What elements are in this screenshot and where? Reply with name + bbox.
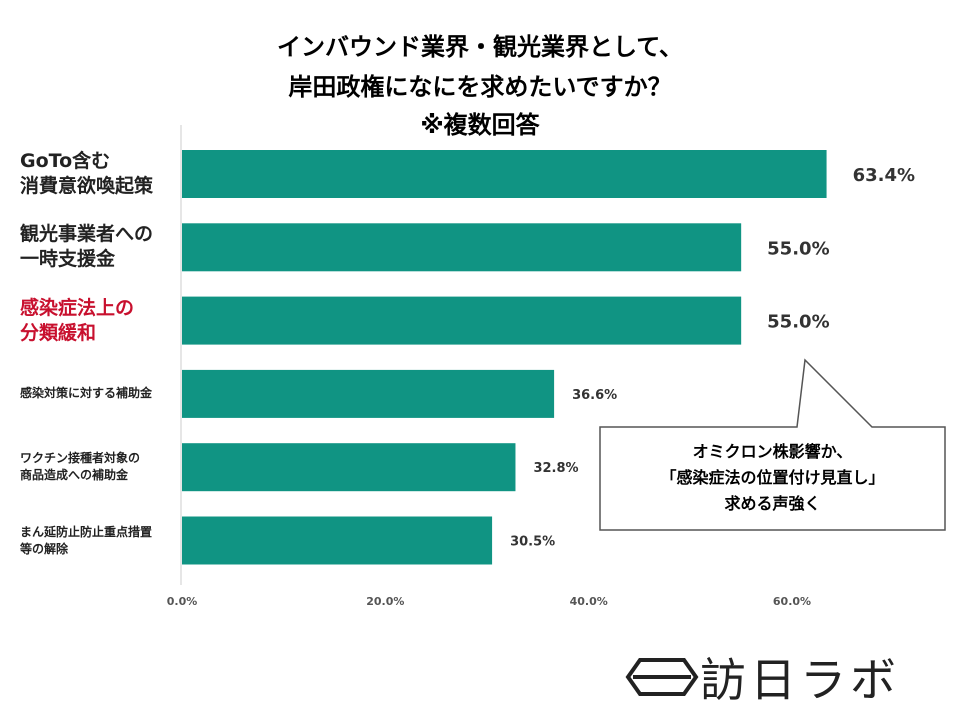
category-label-1: 観光事業者への 一時支援金 [20, 222, 180, 272]
category-label-line: GoTo含む [20, 150, 111, 172]
bar-4 [182, 443, 516, 492]
logo-text: 訪日ラボ [700, 653, 900, 707]
bar-3 [182, 369, 555, 418]
value-label-4: 32.8% [533, 461, 578, 476]
bar-0 [182, 150, 827, 198]
callout-line-1: オミクロン株影響か、 [692, 442, 853, 461]
value-label-2: 55.0% [767, 312, 829, 333]
category-label-line: 等の解除 [20, 541, 69, 556]
category-label-line: 分類緩和 [20, 321, 97, 344]
category-label-4: ワクチン接種者対象の 商品造成への補助金 [20, 450, 180, 484]
x-tick-label-2: 40.0% [570, 595, 608, 608]
callout-bubble [599, 358, 946, 531]
category-label-line: 観光事業者への [20, 223, 154, 246]
bar-2 [182, 296, 742, 345]
category-label-0: GoTo含む消費意欲喚起策 [20, 149, 180, 199]
category-label-line: ワクチン接種者対象の [20, 451, 141, 466]
value-label-3: 36.6% [572, 388, 617, 403]
value-label-1: 55.0% [767, 238, 829, 259]
x-tick-label-3: 60.0% [773, 595, 811, 608]
category-label-line: 感染症法上の [20, 296, 135, 319]
value-label-0: 63.4% [853, 165, 915, 186]
logo-icon [625, 658, 699, 696]
callout-line-2: 「感染症法の位置付け見直し」 [660, 468, 885, 487]
category-label-5: まん延防止防止重点措置 等の解除 [20, 524, 180, 558]
chart-title-line-2: 岸田政権になにを求めたいですか？ [288, 73, 672, 101]
chart-title-line-3: ※複数回答 [420, 111, 540, 139]
category-label-line: 一時支援金 [20, 248, 116, 271]
category-label-line: 商品造成への補助金 [20, 468, 129, 483]
callout-line-3: 求める声強く [724, 494, 821, 513]
value-label-5: 30.5% [510, 535, 555, 550]
category-label-2: 感染症法上の 分類緩和 [20, 296, 180, 346]
x-tick-label-0: 0.0% [167, 595, 198, 608]
category-label-line: まん延防止防止重点措置 [20, 524, 153, 539]
category-label-line: 感染対策に対する補助金 [20, 386, 153, 401]
bar-1 [182, 223, 742, 272]
category-label-3: 感染対策に対する補助金 [20, 385, 180, 402]
chart-title-line-1: インバウンド業界・観光業界として、 [276, 33, 684, 61]
x-tick-label-1: 20.0% [366, 595, 404, 608]
category-label-line: 消費意欲喚起策 [20, 175, 154, 197]
bar-5 [182, 516, 493, 565]
